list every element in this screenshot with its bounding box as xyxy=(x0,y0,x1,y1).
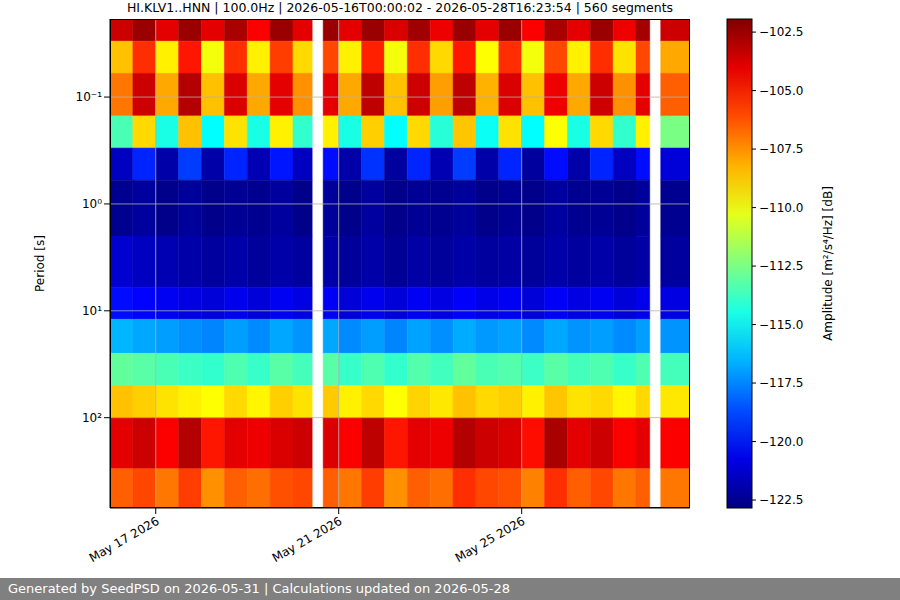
svg-text:May 25 2026: May 25 2026 xyxy=(453,514,528,565)
svg-text:−122.5: −122.5 xyxy=(759,493,803,507)
svg-text:−117.5: −117.5 xyxy=(759,376,803,390)
svg-text:Amplitude [m²/s⁴/Hz] [dB]: Amplitude [m²/s⁴/Hz] [dB] xyxy=(821,186,835,341)
svg-text:−110.0: −110.0 xyxy=(759,201,803,215)
svg-text:10⁰: 10⁰ xyxy=(82,197,102,211)
svg-text:May 17 2026: May 17 2026 xyxy=(87,514,162,565)
svg-text:10¹: 10¹ xyxy=(82,304,102,318)
svg-text:May 21 2026: May 21 2026 xyxy=(270,514,345,565)
svg-text:Period [s]: Period [s] xyxy=(33,235,47,292)
svg-text:−112.5: −112.5 xyxy=(759,259,803,273)
svg-text:10⁻¹: 10⁻¹ xyxy=(76,90,103,104)
html-text:HI.KLV1..HNN | 100.0Hz | 2026-: HI.KLV1..HNN | 100.0Hz | 2026-05-16T00:0… xyxy=(127,0,673,15)
svg-text:−120.0: −120.0 xyxy=(759,435,803,449)
svg-text:−115.0: −115.0 xyxy=(759,318,803,332)
svg-text:−107.5: −107.5 xyxy=(759,142,803,156)
svg-text:10²: 10² xyxy=(82,411,102,425)
svg-text:−102.5: −102.5 xyxy=(759,25,803,39)
html-text:Generated by SeedPSD on 2026-0: Generated by SeedPSD on 2026-05-31 | Cal… xyxy=(8,581,510,596)
svg-text:−105.0: −105.0 xyxy=(759,84,803,98)
